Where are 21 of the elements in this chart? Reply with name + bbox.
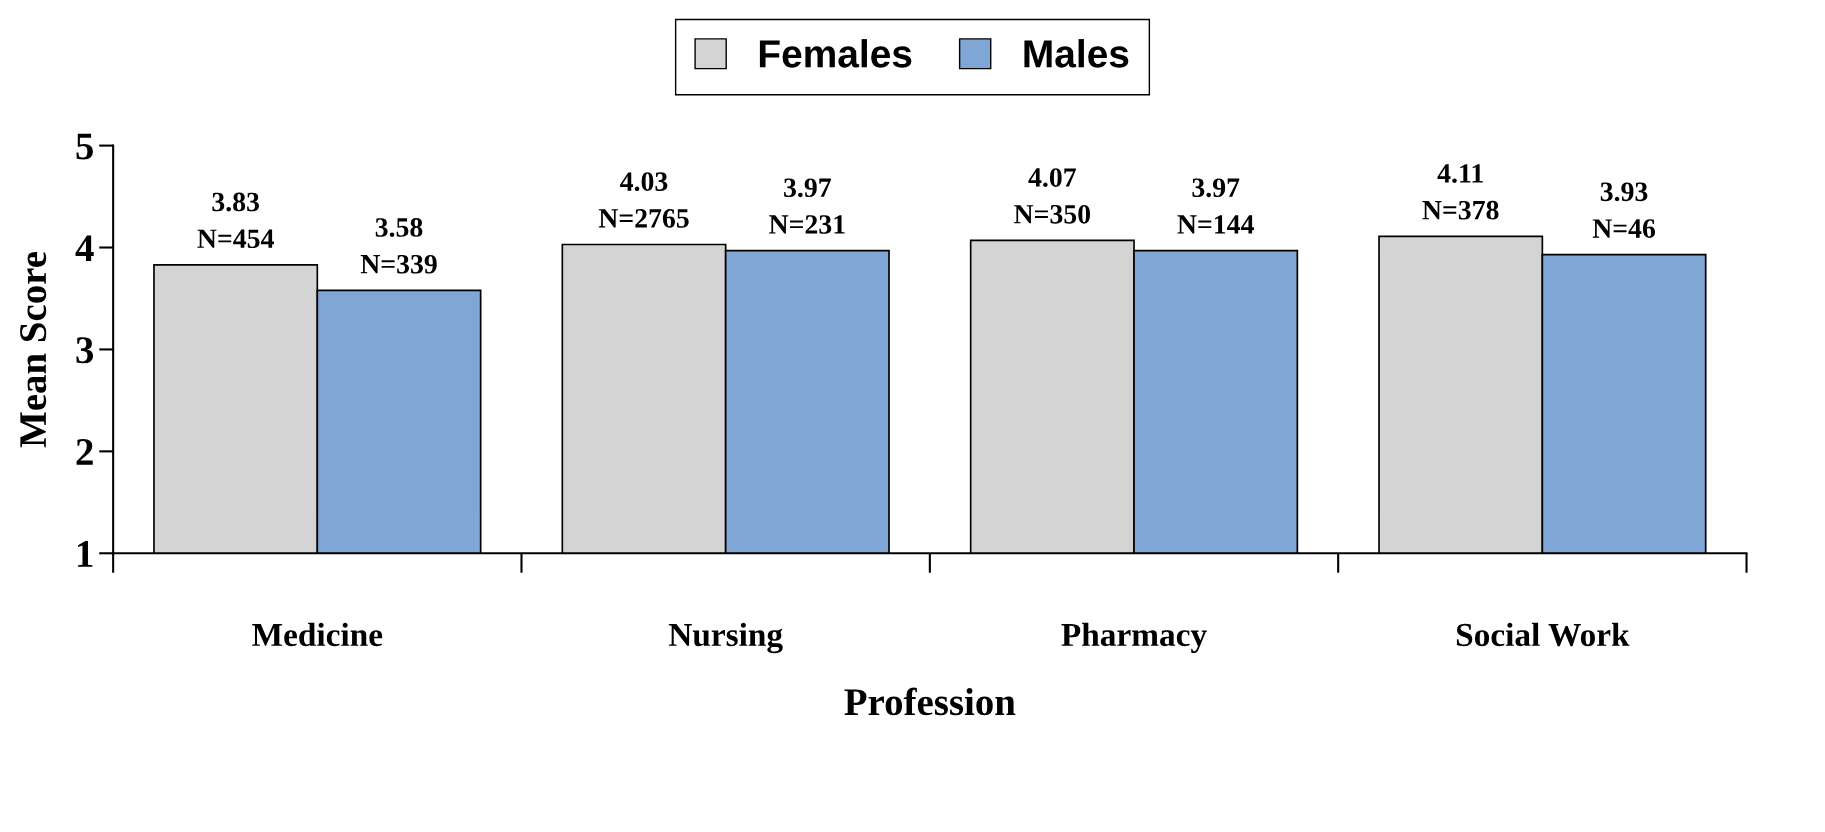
y-tick-label: 1 bbox=[78, 541, 93, 567]
x-axis-title: Profession bbox=[844, 687, 1016, 716]
data-label: 3.93 N=46 bbox=[1592, 182, 1656, 238]
data-label: 3.83 N=454 bbox=[197, 192, 274, 249]
y-tick-label: 3 bbox=[76, 337, 94, 364]
legend-label: Males bbox=[1024, 39, 1129, 68]
y-tick-label: 2 bbox=[76, 439, 93, 465]
y-axis-title: Mean Score bbox=[20, 251, 47, 448]
x-tick-label: Medicine bbox=[252, 622, 383, 647]
y-tick-label: 5 bbox=[76, 133, 93, 160]
data-label: 3.97 N=144 bbox=[1177, 178, 1254, 234]
data-label: 3.97 N=231 bbox=[769, 178, 845, 234]
data-label: 4.07 N=350 bbox=[1014, 168, 1091, 224]
x-tick-label: Nursing bbox=[668, 622, 783, 654]
data-label: 4.03 N=2765 bbox=[598, 172, 689, 228]
data-label: 3.58 N=339 bbox=[360, 218, 437, 274]
y-tick-label: 4 bbox=[75, 235, 94, 262]
x-tick-label: Social Work bbox=[1456, 622, 1630, 647]
x-tick-label: Pharmacy bbox=[1061, 622, 1207, 654]
legend-label: Females bbox=[759, 39, 912, 68]
data-label: 4.11 N=378 bbox=[1422, 164, 1499, 220]
